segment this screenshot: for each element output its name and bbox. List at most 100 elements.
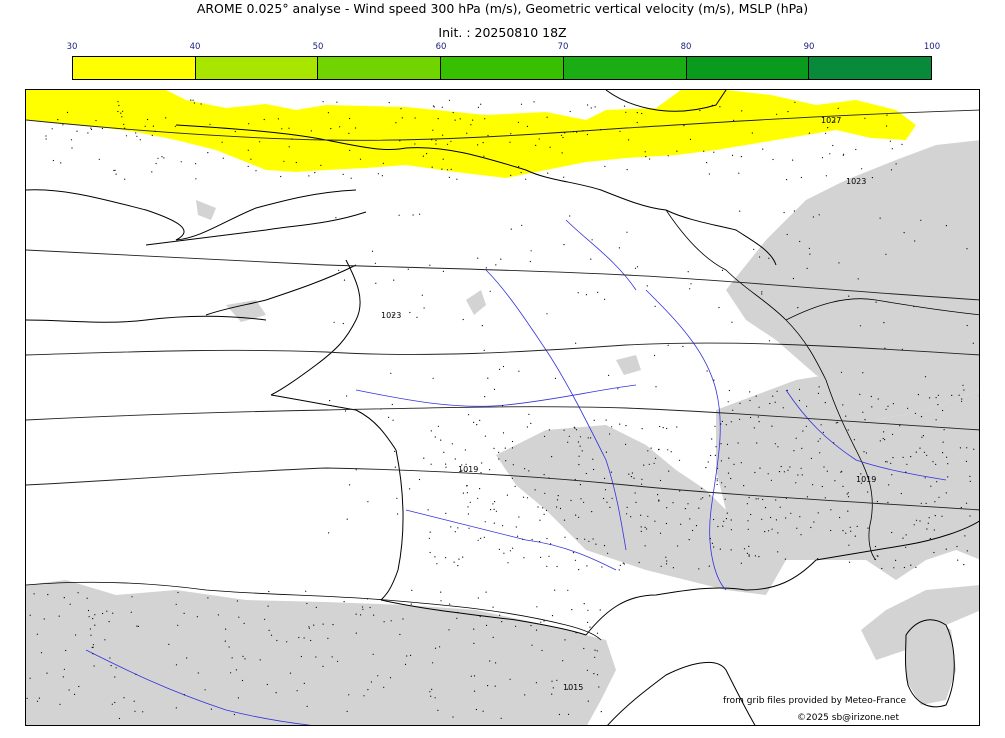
velocity-dot (123, 123, 125, 125)
velocity-dot (825, 132, 827, 134)
velocity-dot (298, 636, 300, 639)
velocity-dot (575, 429, 578, 431)
velocity-dot (456, 617, 458, 619)
velocity-dot (540, 556, 542, 558)
velocity-dot (63, 668, 65, 670)
velocity-dot (88, 616, 90, 618)
velocity-dot (961, 400, 963, 402)
velocity-dot (410, 603, 412, 605)
velocity-dot (546, 565, 548, 567)
velocity-dot (813, 521, 815, 523)
velocity-dot (59, 703, 61, 705)
velocity-dot (817, 440, 819, 442)
velocity-dot (593, 673, 595, 675)
velocity-dot (611, 426, 613, 428)
velocity-dot (708, 173, 711, 175)
velocity-dot (431, 139, 433, 141)
velocity-dot (492, 636, 494, 639)
velocity-dot (827, 127, 829, 129)
velocity-dot (195, 178, 197, 180)
velocity-dot (430, 695, 432, 697)
velocity-dot (531, 538, 533, 541)
velocity-dot (919, 447, 921, 449)
velocity-dot (503, 552, 505, 554)
velocity-dot (915, 451, 917, 453)
velocity-dot (338, 269, 340, 271)
velocity-dot (492, 606, 494, 608)
velocity-dot (362, 608, 364, 610)
velocity-dot (690, 283, 692, 285)
velocity-dot (631, 472, 634, 474)
velocity-dot (121, 116, 123, 118)
velocity-dot (393, 279, 395, 281)
velocity-dot (174, 125, 176, 127)
velocity-dot (238, 616, 240, 618)
velocity-dot (221, 141, 223, 143)
velocity-dot (719, 106, 721, 108)
velocity-dot (753, 427, 755, 429)
velocity-dot (366, 598, 369, 600)
velocity-dot (925, 502, 927, 504)
velocity-dot (617, 388, 619, 390)
velocity-dot (758, 406, 760, 408)
velocity-dot (809, 253, 811, 255)
velocity-dot (636, 266, 639, 268)
velocity-dot (837, 421, 839, 424)
velocity-dot (485, 591, 487, 593)
velocity-dot (658, 449, 660, 451)
velocity-dot (383, 621, 385, 623)
velocity-dot (728, 389, 731, 392)
velocity-dot (936, 481, 938, 483)
velocity-dot (886, 461, 888, 463)
velocity-dot (625, 425, 627, 427)
velocity-dot (630, 476, 633, 478)
velocity-dot (578, 464, 580, 466)
velocity-dot (63, 597, 65, 599)
velocity-dot (701, 487, 703, 489)
velocity-dot (808, 132, 811, 134)
velocity-dot (653, 354, 656, 357)
velocity-dot (583, 603, 585, 605)
velocity-dot (571, 609, 573, 611)
velocity-dot (659, 479, 662, 482)
velocity-dot (308, 175, 310, 177)
velocity-dot (493, 508, 495, 510)
velocity-dot (286, 641, 288, 643)
velocity-dot (702, 497, 704, 499)
velocity-dot (901, 143, 903, 145)
velocity-dot (748, 554, 750, 556)
weather-map[interactable]: 1027 1023 1019 1019 1015 1023 (25, 89, 980, 726)
velocity-dot (428, 537, 430, 539)
velocity-dot (965, 460, 968, 462)
velocity-dot (510, 133, 512, 135)
velocity-dot (456, 178, 458, 180)
velocity-dot (962, 384, 964, 386)
velocity-dot (703, 150, 705, 152)
velocity-dot (327, 112, 329, 114)
velocity-dot (499, 368, 501, 370)
velocity-dot (477, 597, 479, 599)
velocity-dot (576, 538, 578, 540)
velocity-dot (727, 401, 729, 403)
jet-stream-area (26, 90, 146, 115)
velocity-dot (569, 215, 571, 217)
velocity-dot (29, 677, 31, 679)
velocity-dot (700, 498, 702, 500)
velocity-dot (112, 612, 114, 614)
velocity-dot (906, 463, 908, 465)
velocity-dot (587, 700, 589, 702)
velocity-dot (489, 290, 491, 292)
velocity-dot (748, 496, 750, 499)
velocity-dot (913, 305, 915, 308)
velocity-dot (881, 567, 883, 570)
velocity-dot (404, 663, 407, 666)
velocity-dot (390, 620, 392, 622)
velocity-dot (541, 649, 543, 652)
velocity-dot (407, 268, 409, 270)
velocity-dot (854, 535, 856, 537)
velocity-dot (587, 609, 589, 611)
velocity-dot (43, 618, 45, 620)
colorbar-bin-50-60 (318, 57, 442, 79)
velocity-dot (518, 516, 520, 518)
velocity-dot (542, 507, 544, 509)
